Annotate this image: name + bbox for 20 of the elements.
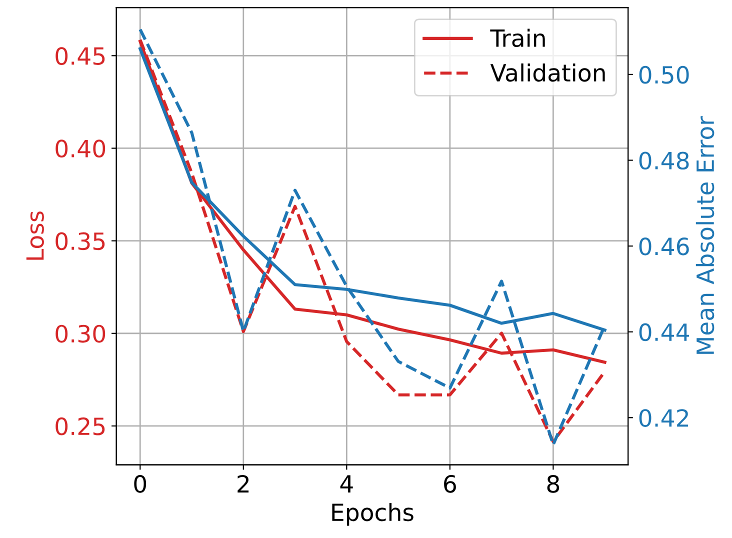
x-axis-title: Epochs: [332, 502, 414, 526]
y2-tick-label: 0.44: [639, 323, 690, 342]
y-tick-label: 0.40: [56, 140, 106, 158]
x-tick-label: 6: [444, 474, 456, 493]
y-tick-label: 0.45: [56, 47, 105, 65]
y2-tick-label: 0.48: [639, 152, 689, 170]
y-tick-label: 0.35: [56, 232, 105, 250]
y2-tick-label: 0.42: [639, 409, 688, 427]
x-tick-label: 0: [134, 474, 146, 493]
y-tick-label: 0.25: [56, 417, 105, 436]
y2-tick-label: 0.46: [639, 237, 689, 256]
legend-label: Validation: [490, 63, 605, 82]
y-tick-label: 0.30: [56, 324, 106, 343]
x-tick-label: 4: [340, 475, 353, 492]
y2-tick-label: 0.50: [639, 66, 689, 84]
x-tick-label: 2: [238, 474, 249, 492]
x-tick-label: 8: [547, 474, 560, 493]
y-axis-title: Loss: [26, 211, 44, 260]
y2-axis-title: Mean Absolute Error: [696, 116, 714, 354]
legend-label: Train: [490, 28, 545, 48]
